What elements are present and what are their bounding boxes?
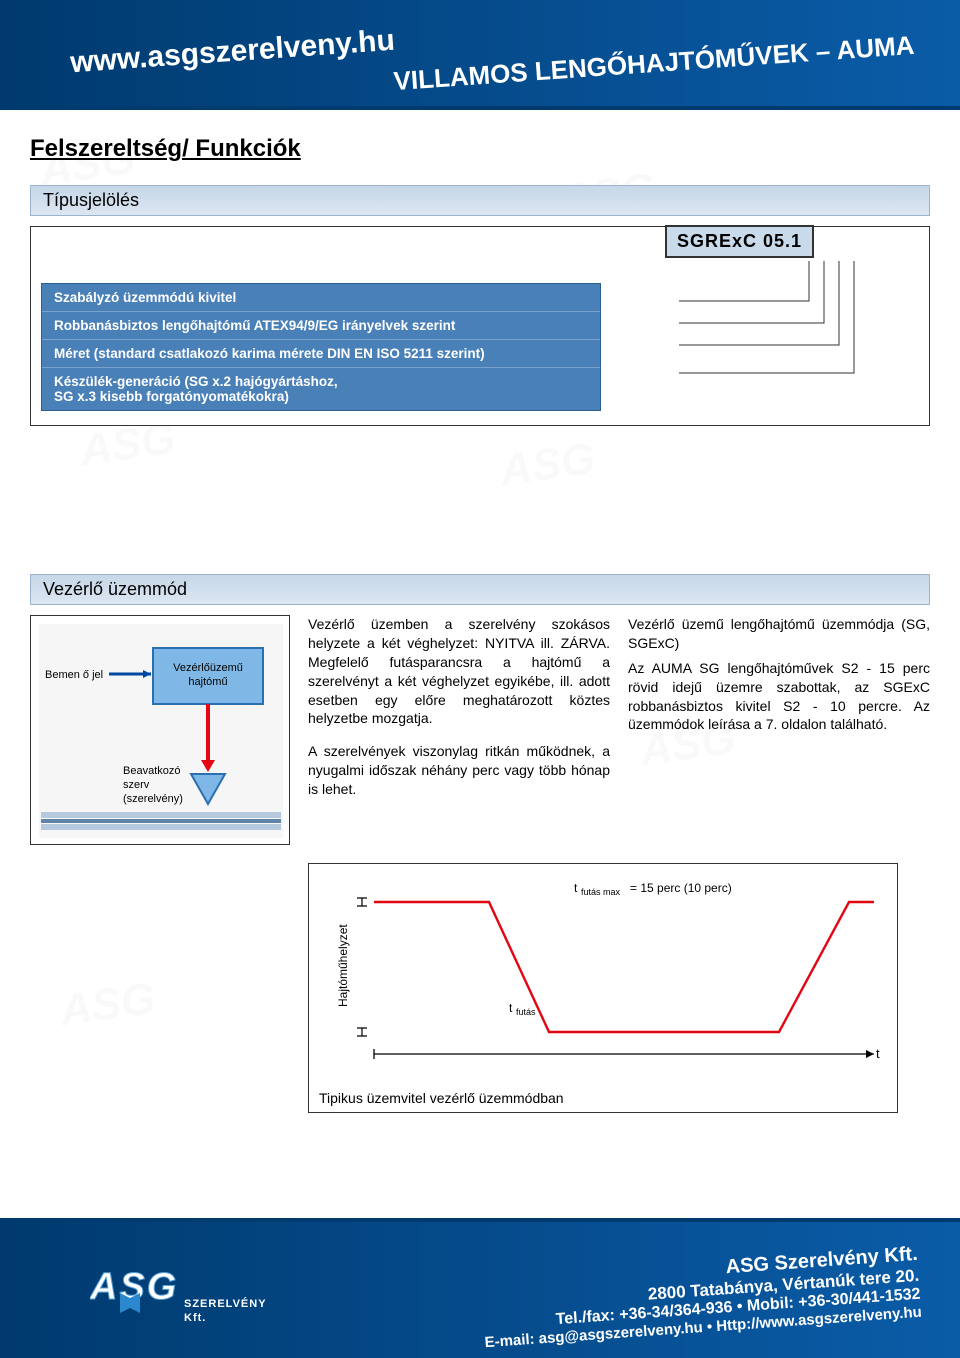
svg-text:SZERELVÉNY: SZERELVÉNY xyxy=(184,1297,267,1310)
svg-text:Beavatkozó: Beavatkozó xyxy=(123,765,180,777)
section-title-mode: Vezérlő üzemmód xyxy=(30,574,930,605)
header-url: www.asgszerelveny.hu xyxy=(69,24,396,81)
svg-text:hajtómű: hajtómű xyxy=(188,676,227,688)
operation-chart: Hajtóműhelyzetttfutástfutás max= 15 perc… xyxy=(319,874,887,1084)
type-badge: SGRExC 05.1 xyxy=(665,225,814,258)
page-header: www.asgszerelveny.hu VILLAMOS LENGŐHAJTÓ… xyxy=(0,0,960,110)
page-footer: ASG SZERELVÉNY Kft. ASG Szerelvény Kft. … xyxy=(0,1218,960,1358)
type-list: Szabályzó üzemmódú kivitel Robbanásbizto… xyxy=(41,283,601,411)
type-designation-box: SGRExC 05.1 Szabályzó üzemmódú kivitel R… xyxy=(30,226,930,426)
mode-subhead: Vezérlő üzemű lengőhajtómű üzemmódja (SG… xyxy=(628,615,930,653)
svg-text:Kft.: Kft. xyxy=(184,1312,206,1324)
header-title: VILLAMOS LENGŐHAJTÓMŰVEK – AUMA xyxy=(393,30,916,97)
svg-text:Hajtóműhelyzet: Hajtóműhelyzet xyxy=(336,924,350,1007)
type-row: Méret (standard csatlakozó karima mérete… xyxy=(42,339,600,367)
svg-text:= 15 perc (10 perc): = 15 perc (10 perc) xyxy=(630,881,732,895)
mode-paragraph: A szerelvények viszonylag ritkán működne… xyxy=(308,742,610,799)
operation-chart-box: Hajtóműhelyzetttfutástfutás max= 15 perc… xyxy=(308,863,898,1113)
type-row: Robbanásbiztos lengőhajtómű ATEX94/9/EG … xyxy=(42,311,600,339)
section-title-type: Típusjelölés xyxy=(30,185,930,216)
svg-text:futás max: futás max xyxy=(581,887,621,897)
svg-text:t: t xyxy=(876,1046,880,1061)
mode-paragraph: Az AUMA SG lengőhajtóművek S2 - 15 perc … xyxy=(628,659,930,735)
mode-text-middle: Vezérlő üzemben a szerelvény szokásos he… xyxy=(308,615,610,845)
diagram-input-label: Bemen ő jel xyxy=(45,669,103,681)
svg-text:Vezérlőüzemű: Vezérlőüzemű xyxy=(173,662,243,674)
type-row: Készülék-generáció (SG x.2 hajógyártásho… xyxy=(42,367,600,410)
svg-text:t: t xyxy=(574,881,578,895)
mode-text-right: Vezérlő üzemű lengőhajtómű üzemmódja (SG… xyxy=(628,615,930,845)
type-connector-lines xyxy=(679,261,889,421)
footer-contact: ASG Szerelvény Kft. 2800 Tatabánya, Vért… xyxy=(480,1243,922,1351)
control-diagram: Bemen ő jel Vezérlőüzemű hajtómű Beavatk… xyxy=(30,615,290,845)
page-content: Felszereltség/ Funkciók Típusjelölés SGR… xyxy=(30,135,930,1113)
chart-caption: Tipikus üzemvitel vezérlő üzemmódban xyxy=(319,1090,887,1106)
svg-text:futás: futás xyxy=(516,1007,536,1017)
page-title: Felszereltség/ Funkciók xyxy=(30,135,930,163)
type-row: Szabályzó üzemmódú kivitel xyxy=(42,284,600,311)
svg-text:t: t xyxy=(509,1001,513,1015)
svg-text:szerv: szerv xyxy=(123,779,150,791)
mode-row: Bemen ő jel Vezérlőüzemű hajtómű Beavatk… xyxy=(30,615,930,845)
footer-logo: ASG SZERELVÉNY Kft. xyxy=(90,1259,310,1334)
mode-paragraph: Vezérlő üzemben a szerelvény szokásos he… xyxy=(308,615,610,728)
svg-text:(szerelvény): (szerelvény) xyxy=(123,793,183,805)
